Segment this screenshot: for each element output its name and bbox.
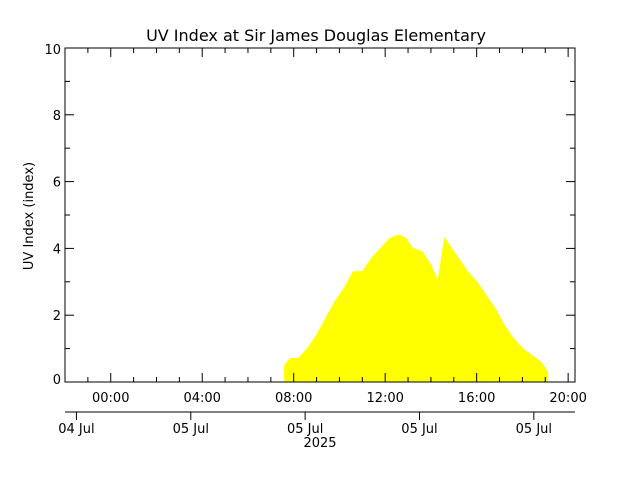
- y-tick-label: 10: [44, 43, 61, 58]
- uv-area: [284, 234, 549, 383]
- y-axis-label: UV Index (index): [22, 162, 37, 270]
- date-tick-label: 05 Jul: [287, 422, 323, 437]
- x-tick-label: 20:00: [549, 391, 586, 406]
- y-tick-label: 0: [53, 373, 61, 388]
- year-label: 2025: [303, 436, 336, 451]
- date-tick-label: 05 Jul: [401, 422, 437, 437]
- date-axis: 04 Jul 05 Jul 05 Jul 05 Jul 05 Jul: [58, 412, 552, 437]
- y-tick-label: 4: [53, 242, 61, 257]
- x-tick-label: 16:00: [458, 391, 495, 406]
- x-tick-label: 12:00: [366, 391, 403, 406]
- date-tick-label: 05 Jul: [516, 422, 552, 437]
- y-tick-label: 8: [53, 109, 61, 124]
- date-tick-label: 05 Jul: [173, 422, 209, 437]
- date-tick-label: 04 Jul: [58, 422, 94, 437]
- y-axis: 0 2 4 6 8 10: [44, 43, 575, 388]
- y-tick-label: 2: [53, 309, 61, 324]
- x-tick-label: 08:00: [275, 391, 312, 406]
- chart-title: UV Index at Sir James Douglas Elementary: [146, 26, 486, 45]
- x-tick-label: 00:00: [92, 391, 129, 406]
- x-tick-label: 04:00: [183, 391, 220, 406]
- uv-area-series: [284, 234, 549, 383]
- x-axis: 00:00 04:00 08:00 12:00 16:00 20:00: [87, 48, 587, 406]
- y-tick-label: 6: [53, 176, 61, 191]
